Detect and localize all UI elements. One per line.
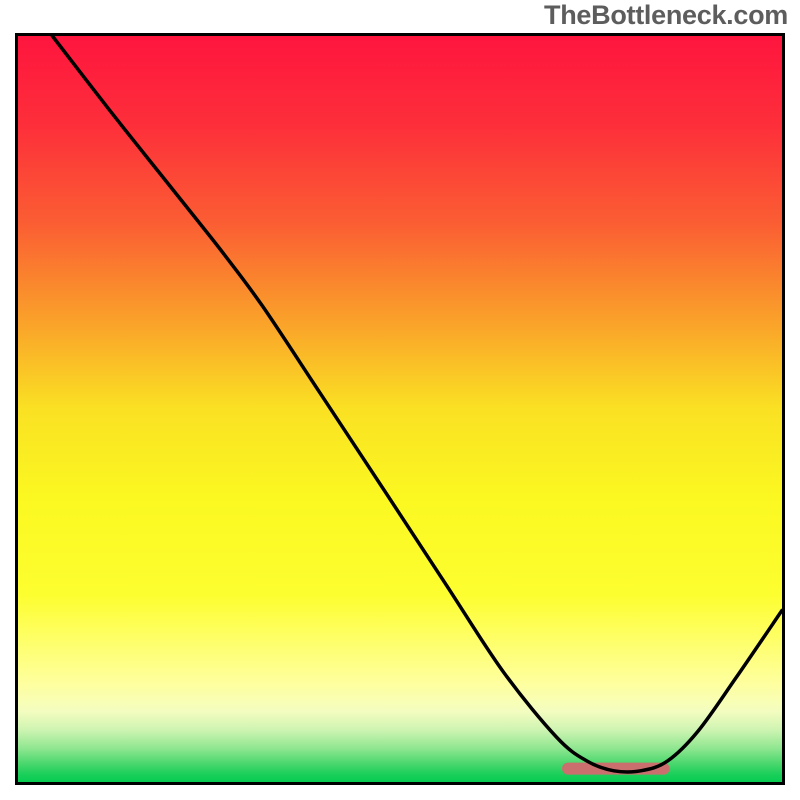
gradient-line-chart [15, 33, 785, 785]
gradient-background [18, 36, 782, 782]
plot-area [15, 33, 785, 785]
watermark-text: TheBottleneck.com [544, 0, 788, 31]
image-root: TheBottleneck.com [0, 0, 800, 800]
